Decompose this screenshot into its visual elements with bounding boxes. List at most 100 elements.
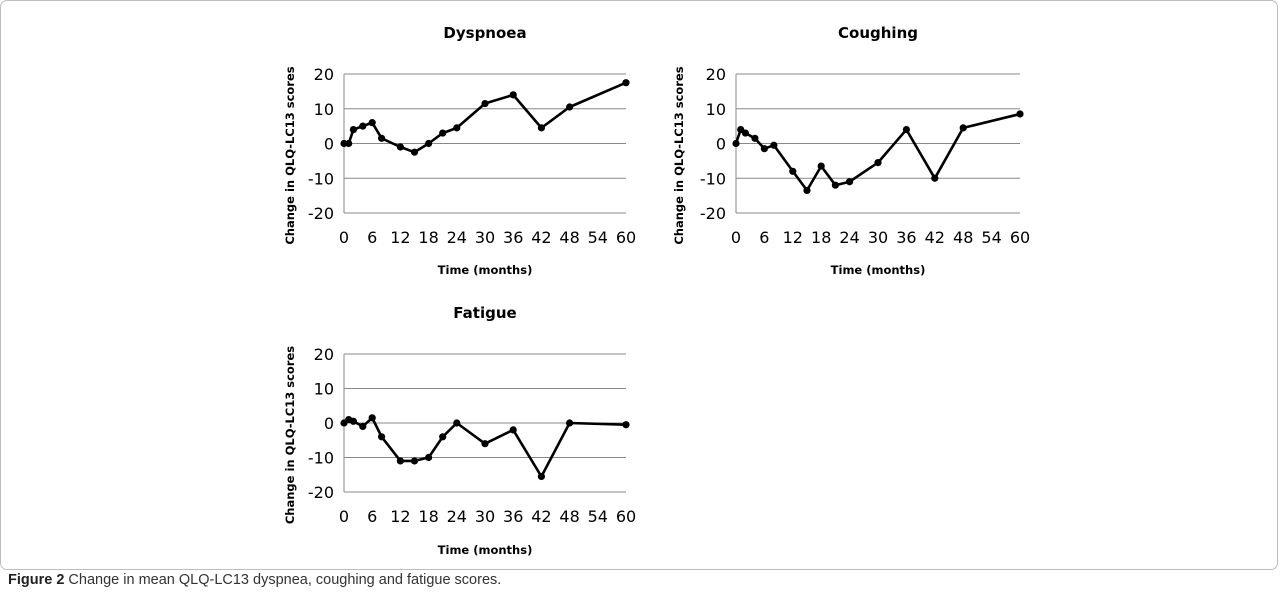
fatigue-data-point-6 bbox=[396, 457, 404, 465]
fatigue-title: Fatigue bbox=[453, 304, 516, 322]
fatigue-data-point-11 bbox=[481, 440, 489, 448]
fatigue-xtick-label-7: 42 bbox=[531, 507, 551, 526]
fatigue-ytick-label-3: 10 bbox=[314, 380, 334, 399]
dyspnoea-data-point-15 bbox=[622, 79, 630, 87]
coughing-xtick-label-10: 60 bbox=[1010, 228, 1030, 247]
dyspnoea-ytick-label-2: 0 bbox=[324, 135, 334, 154]
dyspnoea-data-point-8 bbox=[425, 139, 433, 148]
fatigue-data-point-3 bbox=[359, 422, 367, 431]
dyspnoea-xtick-label-9: 54 bbox=[588, 228, 608, 247]
coughing-xtick-label-8: 48 bbox=[953, 228, 973, 247]
coughing-data-point-10 bbox=[846, 178, 854, 186]
dyspnoea-data-point-9 bbox=[439, 129, 447, 137]
fatigue-xtick-label-0: 0 bbox=[339, 507, 349, 526]
coughing-title: Coughing bbox=[838, 24, 918, 42]
coughing-data-point-3 bbox=[751, 134, 759, 142]
dyspnoea-series-line-0 bbox=[344, 81, 627, 154]
dyspnoea-data-point-14 bbox=[566, 103, 574, 111]
fatigue-xtick-label-6: 36 bbox=[503, 507, 523, 526]
fatigue-xtick-label-8: 48 bbox=[559, 507, 579, 526]
fatigue-xtick-label-9: 54 bbox=[588, 507, 608, 526]
dyspnoea-data-point-3 bbox=[359, 122, 367, 130]
coughing-data-point-9 bbox=[831, 181, 840, 189]
coughing-data-point-14 bbox=[959, 124, 967, 132]
coughing-ytick-label-2: 0 bbox=[716, 135, 726, 154]
coughing-data-point-6 bbox=[789, 167, 797, 175]
dyspnoea-ytick-label-3: 10 bbox=[314, 100, 334, 119]
dyspnoea-xtick-label-4: 24 bbox=[447, 228, 467, 247]
dyspnoea-ytick-label-1: -10 bbox=[308, 169, 334, 188]
coughing-xtick-label-1: 6 bbox=[759, 228, 769, 247]
coughing-data-point-2 bbox=[741, 129, 750, 137]
fatigue-data-point-9 bbox=[439, 433, 447, 441]
fatigue-xtick-label-1: 6 bbox=[367, 507, 377, 526]
dyspnoea-data-point-4 bbox=[368, 119, 376, 127]
coughing-ytick-label-0: -20 bbox=[700, 204, 726, 223]
dyspnoea-xtick-label-2: 12 bbox=[390, 228, 410, 247]
fatigue-xtick-label-5: 30 bbox=[475, 507, 495, 526]
dyspnoea-xtick-label-3: 18 bbox=[418, 228, 438, 247]
coughing-xtick-label-3: 18 bbox=[811, 228, 831, 247]
fatigue-data-point-12 bbox=[509, 426, 517, 434]
coughing-x-axis-label: Time (months) bbox=[831, 263, 926, 277]
dyspnoea-data-point-6 bbox=[396, 143, 404, 151]
coughing-data-point-13 bbox=[931, 174, 939, 182]
coughing-ytick-label-1: -10 bbox=[700, 169, 726, 188]
dyspnoea-title: Dyspnoea bbox=[443, 24, 526, 42]
dyspnoea-data-point-2 bbox=[349, 126, 357, 134]
coughing-ytick-label-3: 10 bbox=[706, 100, 726, 119]
figure-label: Figure 2 bbox=[8, 572, 65, 588]
dyspnoea-data-point-5 bbox=[378, 134, 386, 142]
fatigue-data-point-5 bbox=[378, 433, 386, 441]
coughing-xtick-label-6: 36 bbox=[896, 228, 916, 247]
fatigue-xtick-label-4: 24 bbox=[447, 507, 467, 526]
fatigue-xtick-label-10: 60 bbox=[616, 507, 636, 526]
coughing-data-point-8 bbox=[817, 162, 825, 170]
coughing-xtick-label-0: 0 bbox=[731, 228, 741, 247]
coughing-data-point-12 bbox=[902, 126, 911, 134]
dyspnoea-y-axis-label: Change in QLQ-LC13 scores bbox=[283, 66, 297, 244]
coughing-data-point-11 bbox=[874, 159, 882, 167]
coughing-data-point-5 bbox=[770, 141, 778, 149]
fatigue-ytick-label-4: 20 bbox=[314, 345, 334, 364]
fatigue-x-axis-label: Time (months) bbox=[438, 543, 533, 557]
fatigue-xtick-label-3: 18 bbox=[418, 507, 438, 526]
fatigue-ytick-label-0: -20 bbox=[308, 483, 334, 502]
dyspnoea-xtick-label-8: 48 bbox=[559, 228, 579, 247]
dyspnoea-xtick-label-0: 0 bbox=[339, 228, 349, 247]
coughing-data-point-0 bbox=[732, 139, 740, 148]
coughing-ytick-label-4: 20 bbox=[706, 65, 726, 84]
coughing-data-point-15 bbox=[1016, 110, 1024, 118]
dyspnoea-x-axis-label: Time (months) bbox=[438, 263, 533, 277]
dyspnoea-data-point-13 bbox=[537, 124, 546, 132]
fatigue-series-line-0 bbox=[343, 416, 627, 478]
fatigue-ytick-label-1: -10 bbox=[308, 449, 334, 468]
fatigue-data-point-4 bbox=[368, 414, 376, 422]
dyspnoea-xtick-label-6: 36 bbox=[503, 228, 523, 247]
dyspnoea-xtick-label-7: 42 bbox=[531, 228, 551, 247]
fatigue-data-point-2 bbox=[349, 417, 357, 425]
dyspnoea-data-point-10 bbox=[453, 124, 461, 132]
dyspnoea-data-point-12 bbox=[509, 91, 517, 99]
dyspnoea-data-point-7 bbox=[410, 148, 419, 156]
dyspnoea-data-point-11 bbox=[481, 99, 489, 108]
dyspnoea-ytick-label-4: 20 bbox=[314, 65, 334, 84]
fatigue-xtick-label-2: 12 bbox=[390, 507, 410, 526]
fatigue-y-axis-label: Change in QLQ-LC13 scores bbox=[283, 346, 297, 524]
coughing-xtick-label-9: 54 bbox=[981, 228, 1001, 247]
fatigue-data-point-13 bbox=[537, 472, 546, 481]
coughing-xtick-label-5: 30 bbox=[868, 228, 888, 247]
coughing-data-point-7 bbox=[803, 186, 811, 195]
dyspnoea-data-point-1 bbox=[345, 139, 353, 148]
figure-frame bbox=[0, 0, 1278, 570]
dyspnoea-xtick-label-10: 60 bbox=[616, 228, 636, 247]
fatigue-data-point-8 bbox=[425, 453, 433, 462]
coughing-data-point-4 bbox=[760, 145, 769, 153]
fatigue-data-point-10 bbox=[453, 419, 461, 427]
fatigue-ytick-label-2: 0 bbox=[324, 414, 334, 433]
coughing-y-axis-label: Change in QLQ-LC13 scores bbox=[672, 66, 686, 244]
figure-caption-text: Change in mean QLQ-LC13 dyspnea, coughin… bbox=[64, 572, 502, 588]
coughing-xtick-label-4: 24 bbox=[839, 228, 859, 247]
